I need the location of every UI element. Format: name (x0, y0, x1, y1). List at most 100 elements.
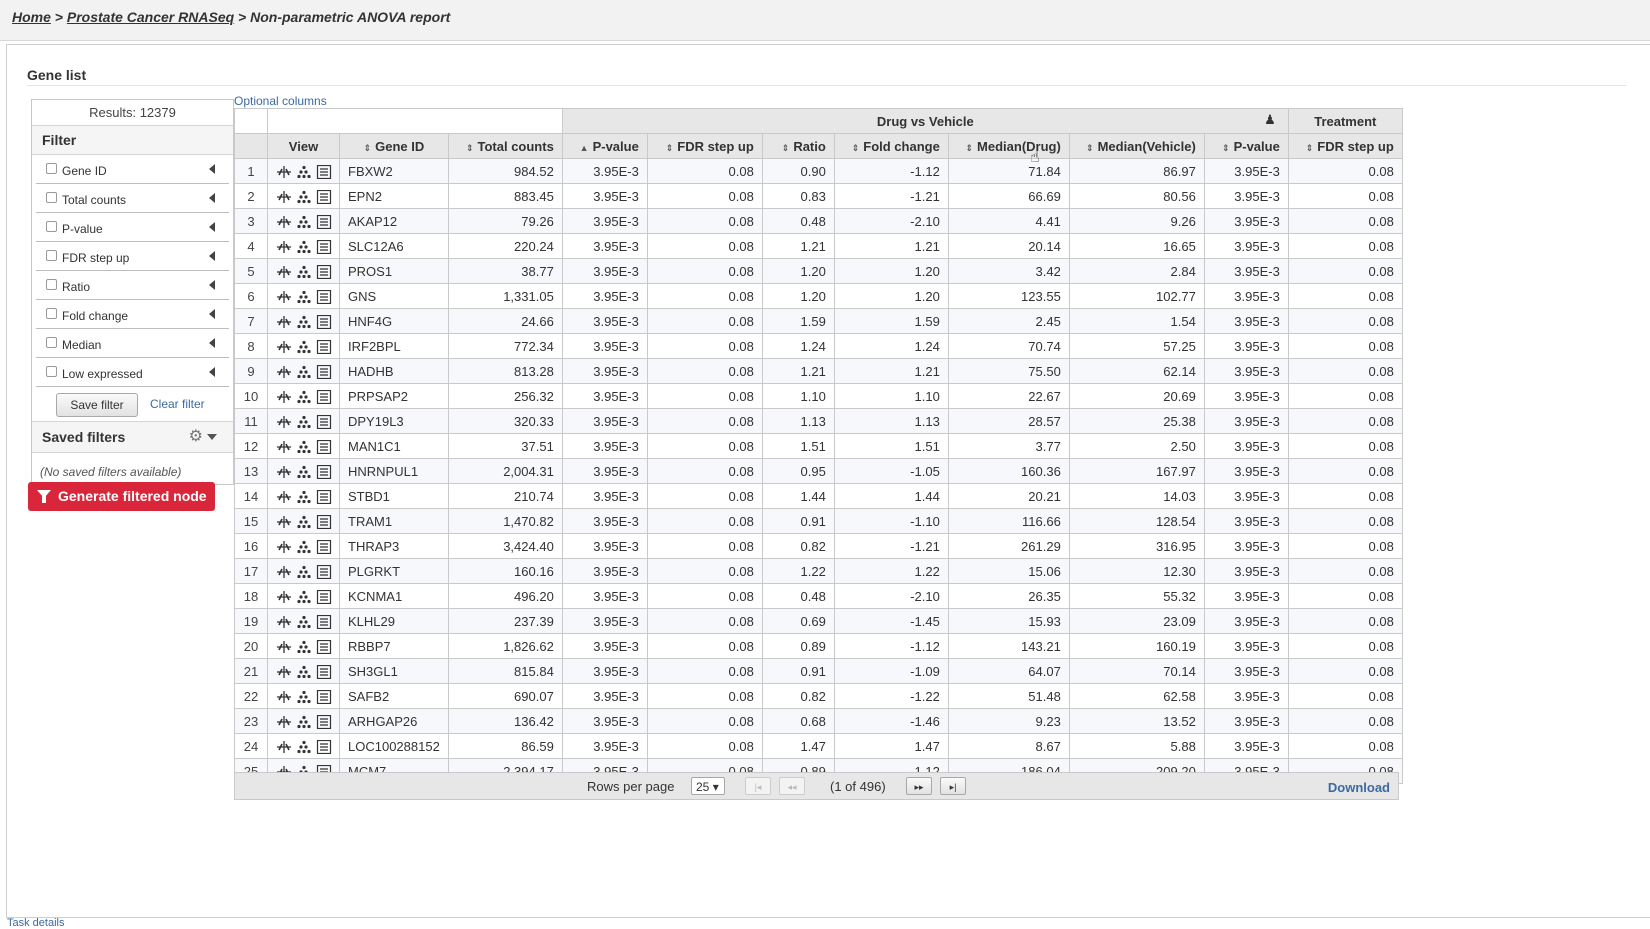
volcano-plot-icon[interactable] (276, 215, 292, 229)
generate-filtered-node-button[interactable]: Generate filtered node (28, 482, 215, 511)
volcano-plot-icon[interactable] (276, 565, 292, 579)
filter-item[interactable]: Fold change (36, 300, 229, 329)
list-icon[interactable] (316, 714, 332, 729)
dot-plot-icon[interactable] (296, 165, 312, 179)
filter-checkbox[interactable] (46, 192, 57, 203)
clear-filter-link[interactable]: Clear filter (150, 397, 205, 411)
chevron-down-icon[interactable] (207, 434, 217, 440)
volcano-plot-icon[interactable] (276, 690, 292, 704)
volcano-plot-icon[interactable] (276, 265, 292, 279)
dot-plot-icon[interactable] (296, 190, 312, 204)
filter-checkbox[interactable] (46, 221, 57, 232)
volcano-plot-icon[interactable] (276, 615, 292, 629)
dot-plot-icon[interactable] (296, 490, 312, 504)
volcano-plot-icon[interactable] (276, 340, 292, 354)
dot-plot-icon[interactable] (296, 240, 312, 254)
col-header-ratio[interactable]: ⇕ Ratio (761, 133, 835, 159)
optional-columns-link[interactable]: Optional columns (234, 94, 327, 108)
filter-checkbox[interactable] (46, 163, 57, 174)
volcano-plot-icon[interactable] (276, 590, 292, 604)
col-header-total-counts[interactable]: ⇕ Total counts (447, 133, 563, 159)
col-header-median-drug[interactable]: ⇕ Median(Drug) (947, 133, 1070, 159)
dot-plot-icon[interactable] (296, 715, 312, 729)
list-icon[interactable] (316, 339, 332, 354)
list-icon[interactable] (316, 189, 332, 204)
list-icon[interactable] (316, 739, 332, 754)
filter-checkbox[interactable] (46, 337, 57, 348)
gear-icon[interactable]: ⚙ (188, 428, 203, 445)
dot-plot-icon[interactable] (296, 440, 312, 454)
dot-plot-icon[interactable] (296, 290, 312, 304)
filter-checkbox[interactable] (46, 308, 57, 319)
rows-per-page-select[interactable]: 25 ▾ (691, 777, 725, 795)
volcano-plot-icon[interactable] (276, 640, 292, 654)
first-page-button[interactable]: |◂ (745, 777, 771, 795)
col-header-gene-id[interactable]: ⇕ Gene ID (339, 133, 449, 159)
dot-plot-icon[interactable] (296, 415, 312, 429)
list-icon[interactable] (316, 239, 332, 254)
filter-item[interactable]: FDR step up (36, 242, 229, 271)
dot-plot-icon[interactable] (296, 565, 312, 579)
col-header-fdr[interactable]: ⇕ FDR step up (646, 133, 763, 159)
dot-plot-icon[interactable] (296, 265, 312, 279)
expand-arrow-icon[interactable] (209, 251, 215, 261)
list-icon[interactable] (316, 614, 332, 629)
list-icon[interactable] (316, 414, 332, 429)
volcano-plot-icon[interactable] (276, 740, 292, 754)
expand-arrow-icon[interactable] (209, 222, 215, 232)
volcano-plot-icon[interactable] (276, 365, 292, 379)
save-filter-button[interactable]: Save filter (56, 393, 138, 417)
filter-item[interactable]: Low expressed (36, 358, 229, 387)
filter-item[interactable]: Gene ID (36, 155, 229, 184)
dot-plot-icon[interactable] (296, 640, 312, 654)
last-page-button[interactable]: ▸| (940, 777, 966, 795)
list-icon[interactable] (316, 639, 332, 654)
dot-plot-icon[interactable] (296, 690, 312, 704)
filter-checkbox[interactable] (46, 366, 57, 377)
expand-arrow-icon[interactable] (209, 164, 215, 174)
task-details-link[interactable]: Task details (7, 917, 65, 929)
list-icon[interactable] (316, 314, 332, 329)
dot-plot-icon[interactable] (296, 340, 312, 354)
download-link[interactable]: Download (1327, 780, 1390, 795)
expand-arrow-icon[interactable] (209, 367, 215, 377)
expand-arrow-icon[interactable] (209, 193, 215, 203)
col-header-treatment-fdr[interactable]: ⇕ FDR step up (1287, 133, 1403, 159)
list-icon[interactable] (316, 364, 332, 379)
list-icon[interactable] (316, 664, 332, 679)
volcano-plot-icon[interactable] (276, 715, 292, 729)
list-icon[interactable] (316, 214, 332, 229)
volcano-plot-icon[interactable] (276, 515, 292, 529)
list-icon[interactable] (316, 264, 332, 279)
volcano-plot-icon[interactable] (276, 540, 292, 554)
filter-checkbox[interactable] (46, 279, 57, 290)
dot-plot-icon[interactable] (296, 390, 312, 404)
volcano-plot-icon[interactable] (276, 465, 292, 479)
col-header-pvalue[interactable]: ▲ P-value (561, 133, 648, 159)
volcano-plot-icon[interactable] (276, 490, 292, 504)
expand-arrow-icon[interactable] (209, 309, 215, 319)
filter-item[interactable]: Total counts (36, 184, 229, 213)
volcano-plot-icon[interactable] (276, 315, 292, 329)
list-icon[interactable] (316, 389, 332, 404)
volcano-plot-icon[interactable] (276, 190, 292, 204)
volcano-plot-icon[interactable] (276, 290, 292, 304)
dot-plot-icon[interactable] (296, 540, 312, 554)
filter-checkbox[interactable] (46, 250, 57, 261)
dot-plot-icon[interactable] (296, 465, 312, 479)
col-header-treatment-pvalue[interactable]: ⇕ P-value (1203, 133, 1289, 159)
dot-plot-icon[interactable] (296, 615, 312, 629)
volcano-plot-icon[interactable] (276, 165, 292, 179)
list-icon[interactable] (316, 689, 332, 704)
list-icon[interactable] (316, 514, 332, 529)
list-icon[interactable] (316, 289, 332, 304)
filter-item[interactable]: P-value (36, 213, 229, 242)
expand-arrow-icon[interactable] (209, 280, 215, 290)
pin-icon[interactable]: ♟ (1264, 112, 1276, 127)
volcano-plot-icon[interactable] (276, 440, 292, 454)
breadcrumb-project-link[interactable]: Prostate Cancer RNASeq (66, 9, 235, 25)
dot-plot-icon[interactable] (296, 365, 312, 379)
col-header-median-vehicle[interactable]: ⇕ Median(Vehicle) (1068, 133, 1205, 159)
list-icon[interactable] (316, 464, 332, 479)
volcano-plot-icon[interactable] (276, 665, 292, 679)
